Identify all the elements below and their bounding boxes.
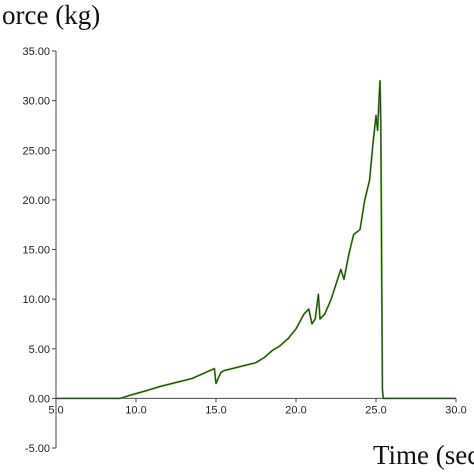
x-tick-label: 20.0: [285, 404, 306, 416]
y-tick-label: 25.00: [22, 145, 50, 157]
x-tick-label: 5.0: [48, 404, 63, 416]
y-tick-labels: -5.00 0.00 5.00 10.00 15.00 20.00 25.00 30.00 35…: [22, 46, 56, 455]
y-axis-title: orce (kg): [2, 0, 101, 30]
y-tick-label: 15.00: [22, 245, 50, 257]
y-tick-label: 0.00: [29, 393, 50, 405]
y-tick-label: -5.00: [25, 443, 50, 455]
y-tick-label: 5.00: [29, 344, 50, 356]
y-tick-label: 20.00: [22, 195, 50, 207]
y-tick-label: 10.00: [22, 294, 50, 306]
x-axis-title: Time (sec: [373, 440, 474, 470]
x-tick-label: 25.0: [365, 404, 386, 416]
series-line-highlight: [56, 79, 456, 400]
axes: [55, 51, 456, 448]
x-tick-label: 15.0: [205, 404, 226, 416]
x-tick-labels: 5.0 10.0 15.0 20.0 25.0 30.0: [48, 398, 467, 416]
y-tick-label: 30.00: [22, 96, 50, 108]
y-tick-label: 35.00: [22, 46, 50, 58]
x-tick-label: 30.0: [445, 404, 466, 416]
data-series: [56, 79, 456, 400]
x-tick-label: 10.0: [125, 404, 146, 416]
series-line: [56, 80, 456, 399]
